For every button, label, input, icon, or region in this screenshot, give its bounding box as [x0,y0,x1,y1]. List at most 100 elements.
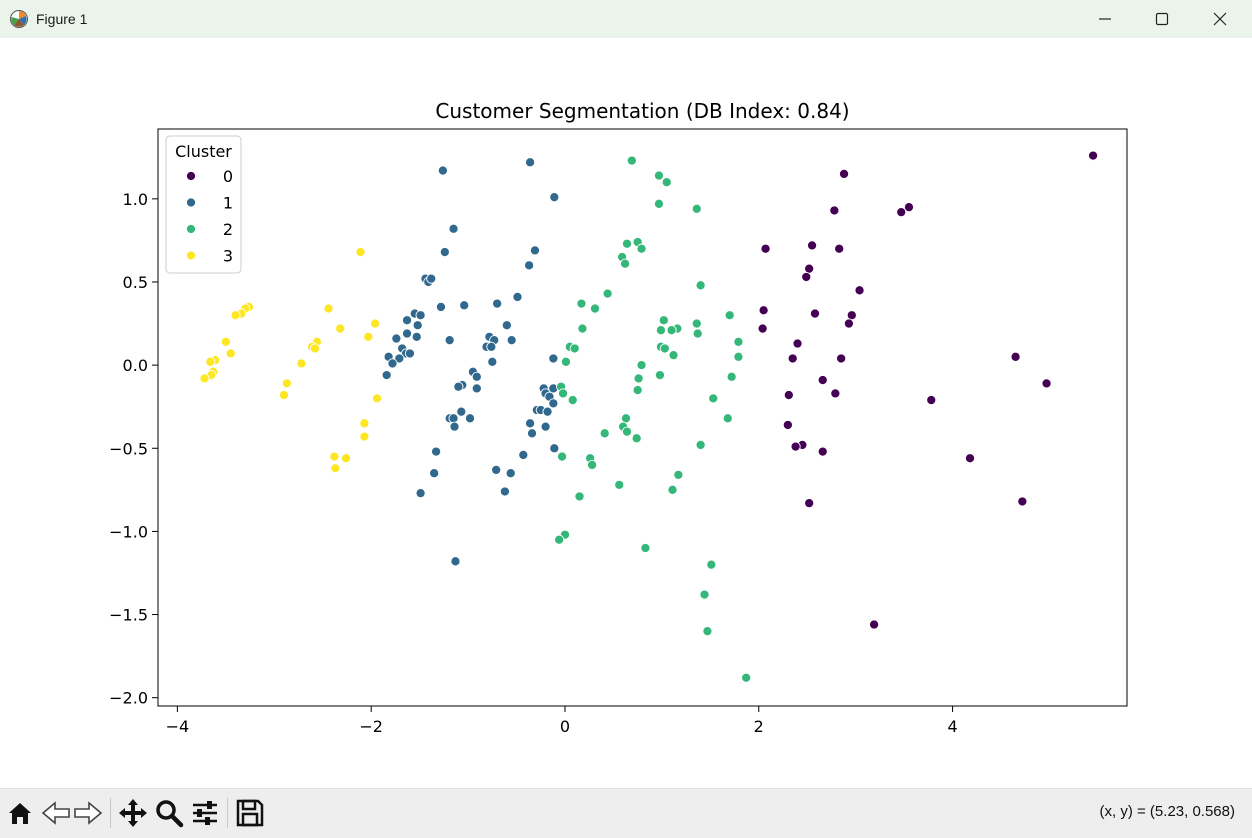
save-button[interactable] [234,797,266,829]
scatter-plot: Customer Segmentation (DB Index: 0.84) −4… [109,99,1128,736]
legend-marker-2 [185,223,197,235]
data-point-cluster-2 [569,343,580,354]
pan-icon [119,799,147,827]
data-point-cluster-0 [1088,150,1099,161]
data-point-cluster-2 [741,672,752,683]
toolbar-separator [110,798,111,828]
legend-marker-3 [185,250,197,261]
data-point-cluster-0 [1010,351,1021,362]
y-tick-label: −1.5 [109,606,148,625]
data-point-cluster-2 [633,373,644,384]
data-point-cluster-3 [359,431,370,442]
data-point-cluster-0 [807,240,818,251]
navigation-toolbar: (x, y) = (5.23, 0.568) [0,788,1252,838]
data-point-cluster-0 [839,168,850,179]
data-point-cluster-2 [702,626,713,637]
data-point-cluster-0 [896,207,907,218]
data-point-cluster-1 [492,298,503,309]
data-point-cluster-2 [567,394,578,406]
data-point-cluster-1 [401,315,413,326]
maximize-button[interactable] [1134,0,1190,38]
back-icon [41,801,70,825]
data-point-cluster-0 [792,338,803,349]
data-point-cluster-2 [636,243,647,254]
data-point-cluster-2 [722,413,733,424]
legend-title: Cluster [175,142,232,161]
data-point-cluster-0 [801,271,812,283]
figure-canvas[interactable]: Customer Segmentation (DB Index: 0.84) −4… [0,38,1252,788]
legend-marker-0 [185,170,197,182]
data-point-cluster-0 [829,205,840,216]
maximize-icon [1155,12,1169,26]
data-point-cluster-1 [453,381,464,392]
legend-marker-1 [185,197,197,208]
data-point-cluster-3 [355,246,366,258]
data-point-cluster-2 [708,393,719,404]
data-point-cluster-1 [549,192,560,203]
data-point-cluster-1 [491,464,502,475]
data-point-cluster-1 [404,348,415,359]
data-point-cluster-2 [620,258,631,269]
data-point-cluster-2 [631,433,642,444]
data-point-cluster-0 [869,619,880,630]
data-point-cluster-1 [415,488,426,499]
toolbar-separator [227,798,228,828]
cursor-coordinates: (x, y) = (5.23, 0.568) [1099,803,1235,820]
data-point-cluster-1 [529,245,540,256]
data-point-cluster-2 [640,542,651,554]
data-point-cluster-0 [758,305,769,316]
data-point-cluster-2 [658,315,669,326]
close-icon [1213,12,1227,26]
x-tick-label: 2 [754,717,764,736]
data-point-cluster-0 [854,285,865,296]
data-point-cluster-1 [387,358,398,369]
data-point-cluster-2 [666,325,677,336]
data-point-cluster-1 [471,383,482,394]
data-point-cluster-1 [540,421,551,432]
data-point-cluster-1 [524,260,535,271]
data-point-cluster-2 [557,451,568,462]
y-tick-label: 0.5 [123,273,148,292]
data-point-cluster-0 [809,308,821,319]
data-point-cluster-2 [699,589,710,600]
minimize-icon [1099,18,1111,20]
y-tick-label: 0.0 [123,356,148,375]
y-tick-label: −1.0 [109,522,148,541]
data-point-cluster-1 [429,468,440,479]
data-point-cluster-2 [614,479,625,490]
data-point-cluster-1 [505,468,516,479]
data-point-cluster-0 [1041,378,1052,389]
home-button[interactable] [4,797,36,829]
data-point-cluster-1 [431,446,442,457]
data-point-cluster-2 [636,360,647,371]
data-point-cluster-0 [834,243,845,254]
chart-title: Customer Segmentation (DB Index: 0.84) [435,99,849,123]
data-point-cluster-3 [278,390,290,401]
back-button[interactable] [40,797,72,829]
data-point-cluster-2 [574,491,585,502]
data-point-cluster-2 [653,198,665,209]
data-point-cluster-3 [281,378,292,389]
data-point-cluster-2 [692,328,703,339]
data-point-cluster-1 [444,335,455,346]
configure-subplots-button[interactable] [189,797,221,829]
data-point-cluster-1 [426,273,437,284]
home-icon [9,803,31,824]
window-title: Figure 1 [36,11,88,27]
data-point-cluster-0 [804,263,815,274]
data-point-cluster-2 [661,177,672,188]
zoom-button[interactable] [153,797,185,829]
data-point-cluster-2 [733,336,744,347]
data-point-cluster-1 [512,291,523,302]
matplotlib-app-icon [10,10,28,28]
minimize-button[interactable] [1077,0,1133,38]
pan-button[interactable] [117,797,149,829]
data-point-cluster-1 [549,443,560,454]
data-point-cluster-0 [964,453,976,464]
data-point-cluster-0 [926,394,937,406]
data-point-cluster-2 [691,203,702,214]
data-point-cluster-1 [394,353,405,364]
forward-button[interactable] [72,797,104,829]
data-point-cluster-1 [415,310,426,321]
close-button[interactable] [1192,0,1248,38]
